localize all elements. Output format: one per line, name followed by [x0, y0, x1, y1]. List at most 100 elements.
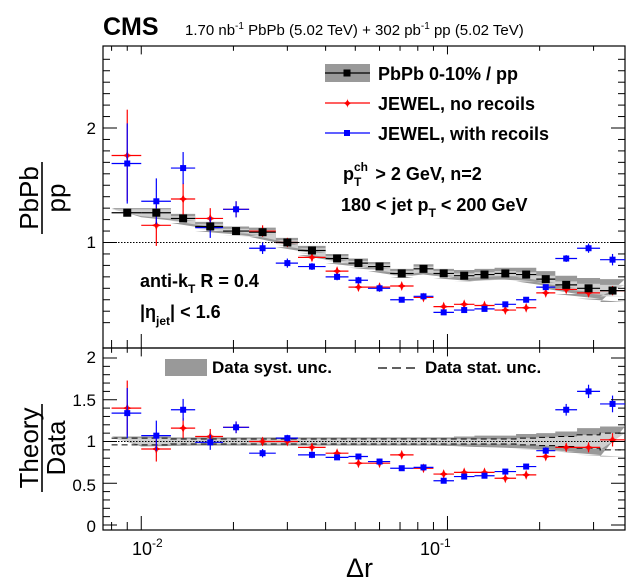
- top-jewel-with-point-8: [325, 273, 349, 281]
- bottom-ytick-1: 1: [87, 432, 96, 451]
- lumi-pbpb-rest: PbPb (5.02 TeV) + 302 pb: [244, 22, 421, 39]
- top-data-point-17: [516, 270, 537, 279]
- bottom-panel-frame: [102, 347, 626, 531]
- bottom-jewel-with-point-21: [600, 395, 625, 413]
- bottom-jewel-with-point-0: [111, 388, 142, 439]
- top-data-point-21: [600, 286, 625, 295]
- algo-rest: R = 0.4: [195, 271, 259, 291]
- xtick-exp-0.1: -1: [440, 536, 451, 550]
- top-data-point-6: [275, 238, 299, 247]
- top-jewel-no-point-7: [298, 252, 326, 263]
- lumi-pbpb-exponent: -1: [235, 21, 244, 32]
- top-data-point-11: [390, 269, 414, 278]
- algo-prefix: anti-k: [140, 271, 189, 291]
- x-axis-title: Δr: [346, 553, 373, 580]
- jet-pt-prefix: 180 < jet p: [341, 195, 429, 215]
- top-data-point-0: [111, 208, 142, 217]
- legend-syst-swatch: [165, 359, 207, 376]
- bottom-stat-line-down: [111, 443, 625, 451]
- xtick-base-0.1: 10: [420, 539, 440, 559]
- cms-label: CMS: [103, 13, 159, 41]
- top-jewel-with-point-4: [223, 201, 250, 218]
- top-data-point-7: [298, 246, 326, 255]
- track-pt-cut: pch T > 2 GeV, n=2: [343, 160, 482, 189]
- top-data-point-14: [453, 271, 475, 280]
- bottom-jewel-no-point-9: [348, 458, 368, 469]
- lumi-pp-exponent: -1: [421, 21, 430, 32]
- lumi-pbpb: 1.70 nb: [185, 22, 235, 39]
- bottom-jewel-with-point-9: [348, 453, 368, 460]
- lumi-pp-rest: pp (5.02 TeV): [430, 22, 524, 39]
- xtick-base-0.01: 10: [132, 539, 152, 559]
- top-jewel-with-point-10: [367, 284, 391, 292]
- top-jewel-with-point-20: [577, 243, 601, 253]
- xtick-label-0.01: 10-2: [132, 536, 163, 559]
- top-jewel-with-point-6: [275, 258, 299, 268]
- top-jewel-with-point-16: [494, 301, 517, 308]
- top-jewel-no-point-0: [111, 109, 142, 202]
- bottom-jewel-with-point-13: [433, 477, 454, 484]
- luminosity-label: 1.70 nb-1 PbPb (5.02 TeV) + 302 pb-1 pp …: [185, 21, 524, 39]
- top-data-point-12: [413, 264, 434, 273]
- top-jewel-no-point-9: [348, 282, 368, 293]
- bottom-ylabel-denominator: Data: [41, 420, 71, 475]
- top-jewel-with-point-13: [433, 309, 454, 316]
- bottom-jewel-with-point-15: [474, 472, 495, 479]
- legend-syst-label: Data syst. unc.: [212, 358, 332, 377]
- top-data-point-1: [141, 208, 171, 217]
- track-pt-sub: T: [354, 175, 362, 189]
- bottom-jewel-with-point-16: [494, 468, 517, 475]
- top-jewel-with-point-7: [298, 263, 326, 270]
- eta-prefix: |η: [140, 302, 156, 322]
- legend-stat-label: Data stat. unc.: [425, 358, 541, 377]
- bottom-jewel-no-point-7: [298, 442, 326, 453]
- legend-jewel-no-marker: ✦: [342, 96, 353, 111]
- bottom-jewel-with-point-17: [516, 463, 537, 470]
- top-ytick-1: 1: [87, 233, 96, 252]
- legend-data-swatch-marker: [343, 69, 351, 77]
- bottom-jewel-with-point-3: [195, 434, 224, 450]
- top-jewel-no-point-13: [433, 301, 454, 312]
- top-jewel-with-point-12: [413, 293, 434, 300]
- bottom-jewel-with-point-2: [170, 398, 196, 421]
- bottom-jewel-with-point-7: [298, 451, 326, 459]
- bottom-jewel-with-point-6: [275, 434, 299, 442]
- bottom-jewel-no-point-16: [494, 473, 517, 484]
- top-jewel-with-point-9: [348, 276, 368, 284]
- bottom-jewel-with-point-18: [536, 447, 556, 455]
- top-jewel-with-point-0: [111, 123, 142, 204]
- top-jewel-with-point-15: [474, 305, 495, 312]
- jet-pt-range: 180 < jet pT < 200 GeV: [341, 195, 527, 220]
- jet-algorithm: anti-kT R = 0.4: [140, 271, 259, 296]
- legend-jewel-with-marker: [344, 130, 350, 136]
- bottom-ytick-1.5: 1.5: [72, 391, 96, 410]
- track-pt-rest: > 2 GeV, n=2: [370, 164, 481, 184]
- jet-eta-cut: |ηjet| < 1.6: [140, 302, 221, 328]
- algo-sub: T: [188, 282, 196, 296]
- bottom-jewel-with-point-19: [555, 403, 578, 416]
- bottom-jewel-no-point-5: [249, 436, 276, 447]
- top-ylabel-numerator: PbPb: [14, 166, 44, 230]
- top-data-point-13: [433, 269, 454, 278]
- top-jewel-no-point-16: [494, 305, 517, 316]
- bottom-jewel-no-point-20: [577, 442, 601, 453]
- axis-ticks: [103, 46, 625, 530]
- top-jewel-no-point-14: [453, 299, 475, 310]
- top-jewel-with-point-11: [390, 296, 414, 303]
- top-jewel-with-point-14: [453, 307, 475, 314]
- top-data-point-20: [577, 284, 601, 293]
- bottom-jewel-no-point-2: [170, 418, 196, 439]
- jet-pt-sub: T: [429, 206, 437, 220]
- top-jewel-with-point-5: [249, 242, 276, 254]
- top-data-point-5: [249, 228, 276, 237]
- top-jewel-no-point-11: [390, 281, 414, 292]
- bottom-stat-line-up: [111, 432, 625, 440]
- bottom-jewel-with-point-11: [390, 465, 414, 472]
- bottom-jewel-no-point-19: [555, 442, 578, 453]
- bottom-jewel-with-point-5: [249, 449, 276, 458]
- top-jewel-with-point-21: [600, 253, 625, 266]
- top-legend: PbPb 0-10% / pp ✦ JEWEL, no recoils JEWE…: [140, 64, 549, 328]
- top-jewel-with-point-19: [555, 255, 578, 262]
- top-data-point-18: [536, 275, 556, 284]
- bottom-ylabel-numerator: Theory: [14, 408, 44, 489]
